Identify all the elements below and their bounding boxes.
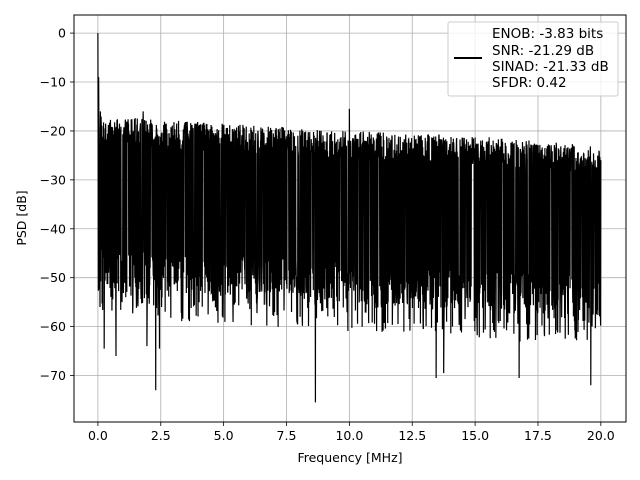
plot-frame xyxy=(73,14,627,423)
y-tick-label: 0 xyxy=(58,26,66,41)
y-tick-label: −60 xyxy=(40,319,66,334)
y-tick-label: −10 xyxy=(40,75,66,90)
x-tick-label: 2.5 xyxy=(151,428,171,443)
y-axis-ticks: 0 −10 −20 −30 −40 −50 −60 −70 xyxy=(40,26,74,383)
x-tick-label: 17.5 xyxy=(524,428,552,443)
x-tick-label: 15.0 xyxy=(461,428,489,443)
x-tick-label: 12.5 xyxy=(398,428,426,443)
x-tick-label: 20.0 xyxy=(587,428,615,443)
legend-enob: ENOB: -3.83 bits xyxy=(492,26,603,42)
legend-sfdr: SFDR: 0.42 xyxy=(492,75,567,91)
psd-series xyxy=(97,33,602,403)
y-tick-label: −70 xyxy=(40,368,66,383)
legend-sinad: SINAD: -21.33 dB xyxy=(492,59,609,75)
y-tick-label: −30 xyxy=(40,172,66,187)
y-axis-label: PSD [dB] xyxy=(14,190,29,245)
x-axis-ticks: 0.0 2.5 5.0 7.5 10.0 12.5 15.0 17.5 20.0 xyxy=(88,422,615,443)
y-tick-label: −50 xyxy=(40,270,66,285)
x-tick-label: 5.0 xyxy=(214,428,234,443)
x-tick-label: 10.0 xyxy=(335,428,363,443)
legend-snr: SNR: -21.29 dB xyxy=(492,43,594,59)
legend: ENOB: -3.83 bits SNR: -21.29 dB SINAD: -… xyxy=(447,21,619,97)
x-axis-label: Frequency [MHz] xyxy=(297,450,402,465)
psd-line xyxy=(97,33,602,403)
x-tick-label: 7.5 xyxy=(277,428,297,443)
y-tick-label: −40 xyxy=(40,221,66,236)
y-tick-label: −20 xyxy=(40,123,66,138)
legend-box xyxy=(447,21,619,97)
x-tick-label: 0.0 xyxy=(88,428,108,443)
